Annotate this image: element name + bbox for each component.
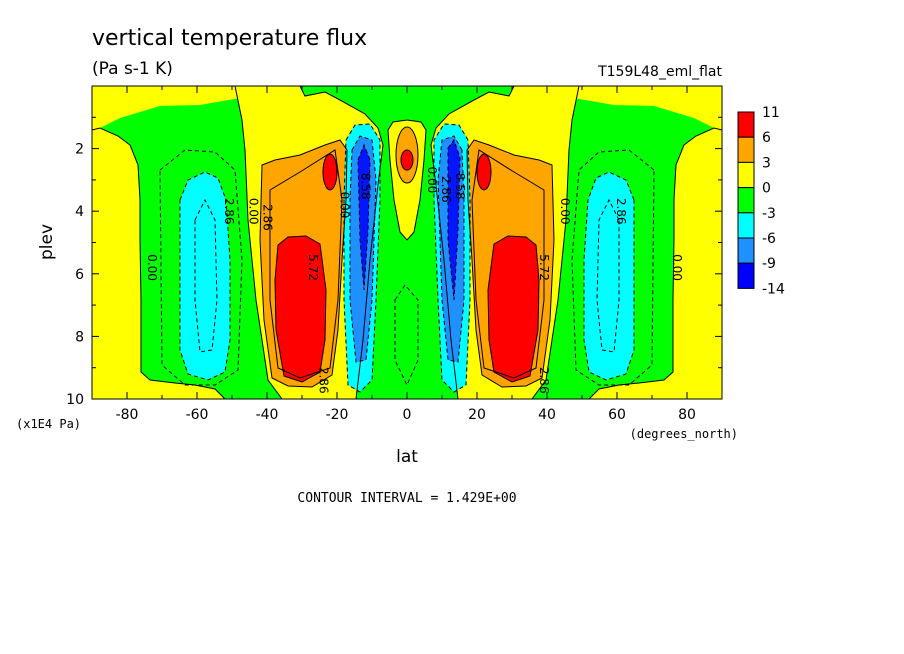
x-tick-label: -80 <box>116 407 139 423</box>
x-tick-label: 0 <box>403 407 412 423</box>
x-tick-label: -20 <box>326 407 349 423</box>
contour-label: 2.86 <box>537 367 551 394</box>
x-tick-label: -60 <box>186 407 209 423</box>
colorbar-label: -14 <box>762 281 785 297</box>
region-blue-right <box>448 140 460 300</box>
region-blue-left <box>358 145 370 290</box>
x-tick-label: 40 <box>538 407 556 423</box>
y-tick-label: 2 <box>75 142 84 158</box>
y-tick-label: 6 <box>75 267 84 283</box>
colorbar-label: -9 <box>762 256 776 272</box>
region-red-center <box>401 150 413 170</box>
contour-label: 0.00 <box>247 198 261 225</box>
contour-lines <box>91 85 723 400</box>
contour-label: 8.58 <box>359 173 373 200</box>
contour-label: 5.72 <box>537 254 551 281</box>
colorbar-swatch <box>737 237 755 264</box>
region-red-right-high <box>477 154 491 190</box>
contour-label: 5.72 <box>306 254 320 281</box>
colorbar-label: 0 <box>762 181 771 197</box>
run-label: T159L48_eml_flat <box>597 64 722 80</box>
region-cyan-right-outer <box>584 172 634 380</box>
colorbar-swatch <box>737 187 755 214</box>
x-tick-label: 60 <box>608 407 626 423</box>
contour-label: 2.86 <box>317 367 331 394</box>
region-cyan-left-outer <box>180 172 230 380</box>
colorbar-swatch <box>737 111 755 138</box>
chart-title: vertical temperature flux <box>92 26 367 51</box>
contour-lines-dashed <box>159 123 655 393</box>
colorbar-label: 3 <box>762 155 771 171</box>
colorbar-label: -6 <box>762 231 776 247</box>
contour-label: 0.00 <box>338 192 352 219</box>
colorbar-swatch <box>737 212 755 239</box>
region-yellow-top-band <box>92 86 305 130</box>
colorbar-label: 11 <box>762 105 780 121</box>
contour-label: 8.58 <box>453 173 467 200</box>
colorbar-swatch <box>737 262 755 289</box>
y-tick-label: 4 <box>75 204 84 220</box>
contour-label: 2.86 <box>614 198 628 225</box>
region-red-left-high <box>323 154 337 190</box>
colorbar: 11 6 3 0 -3 -6 -9 -14 <box>737 105 785 297</box>
contour-label: 2.86 <box>439 176 453 203</box>
y-axis: 2 4 6 8 10 <box>66 116 722 408</box>
chart-units: (Pa s-1 K) <box>92 59 173 79</box>
contour-label: 0.00 <box>670 254 684 281</box>
x-axis-label: lat <box>396 447 418 467</box>
contour-label: 2.86 <box>261 204 275 231</box>
region-yellow-top-band-right <box>509 86 722 130</box>
colorbar-label: 6 <box>762 130 771 146</box>
contour-interval: CONTOUR INTERVAL = 1.429E+00 <box>297 491 516 506</box>
x-units-label: (degrees_north) <box>630 427 738 441</box>
x-tick-label: 80 <box>678 407 696 423</box>
y-tick-label: 8 <box>75 329 84 345</box>
region-yellow-right <box>589 128 722 399</box>
contour-field: 0.002.86 0.00 2.865.722.860.008.58 0.00 2.86… <box>91 85 723 400</box>
region-red-left-low <box>275 236 326 382</box>
contour-label: 0.00 <box>425 167 439 194</box>
contour-label: 0.00 <box>145 254 159 281</box>
colorbar-swatch <box>737 136 755 163</box>
x-axis: -80 -60 -40 -20 0 20 40 60 80 <box>91 86 723 423</box>
contour-labels: 0.002.86 0.00 2.865.722.860.008.58 0.00 2.86… <box>145 167 684 394</box>
x-tick-label: -40 <box>256 407 279 423</box>
region-red-right-low <box>488 236 539 382</box>
y-units-label: (x1E4 Pa) <box>16 417 81 431</box>
y-tick-label: 10 <box>66 392 84 408</box>
x-tick-label: 20 <box>468 407 486 423</box>
contour-label: 2.86 <box>222 198 236 225</box>
contour-label: 0.00 <box>558 198 572 225</box>
colorbar-swatch <box>737 161 755 189</box>
y-axis-label: plev <box>37 224 57 260</box>
region-yellow-left <box>92 128 225 399</box>
colorbar-label: -3 <box>762 206 776 222</box>
